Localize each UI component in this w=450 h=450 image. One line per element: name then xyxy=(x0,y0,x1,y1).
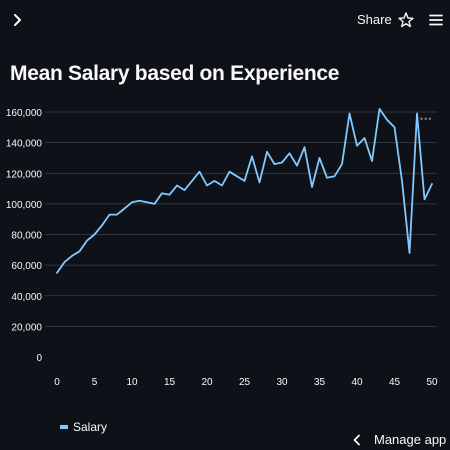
y-tick-label: 100,000 xyxy=(6,200,43,211)
top-bar: Share xyxy=(0,0,450,40)
more-options-icon[interactable]: ••• xyxy=(420,114,433,124)
y-tick-label: 60,000 xyxy=(11,261,42,272)
y-axis-ticks: 0 20,000 40,000 60,000 80,000 100,000 120,000 1… xyxy=(6,108,43,364)
manage-app-button[interactable]: Manage app xyxy=(352,432,446,447)
y-tick-label: 140,000 xyxy=(6,139,43,150)
x-tick-label: 0 xyxy=(54,377,60,388)
y-tick-label: 120,000 xyxy=(6,169,43,180)
y-tick-label: 40,000 xyxy=(11,292,42,303)
series-line-salary xyxy=(56,107,433,274)
x-tick-label: 20 xyxy=(201,377,213,388)
chart-legend: Salary xyxy=(60,420,107,434)
chevron-left-icon xyxy=(352,434,362,446)
y-tick-label: 0 xyxy=(36,353,42,364)
page-title: Mean Salary based on Experience xyxy=(10,62,340,85)
legend-swatch-salary xyxy=(60,425,68,429)
x-axis-ticks: 0 5 10 15 20 25 30 35 40 45 50 xyxy=(54,377,438,388)
grid-lines xyxy=(45,111,437,327)
x-tick-label: 25 xyxy=(239,377,251,388)
y-tick-label: 80,000 xyxy=(11,231,42,242)
star-icon[interactable] xyxy=(397,11,415,29)
y-tick-label: 160,000 xyxy=(6,108,43,119)
salary-line-chart: 0 20,000 40,000 60,000 80,000 100,000 120,000 1… xyxy=(6,107,438,388)
manage-app-label: Manage app xyxy=(374,432,447,447)
series-layer xyxy=(56,107,433,274)
legend-label-salary: Salary xyxy=(73,420,108,434)
chevron-right-icon[interactable] xyxy=(9,10,27,30)
hamburger-menu-icon[interactable] xyxy=(428,12,444,28)
x-tick-label: 50 xyxy=(426,377,438,388)
x-tick-label: 30 xyxy=(276,377,288,388)
x-tick-label: 5 xyxy=(92,377,98,388)
x-tick-label: 45 xyxy=(389,377,401,388)
y-tick-label: 20,000 xyxy=(11,322,42,333)
x-tick-label: 10 xyxy=(126,377,138,388)
x-tick-label: 40 xyxy=(351,377,363,388)
x-tick-label: 15 xyxy=(164,377,176,388)
share-button[interactable]: Share xyxy=(357,12,392,27)
x-tick-label: 35 xyxy=(314,377,326,388)
